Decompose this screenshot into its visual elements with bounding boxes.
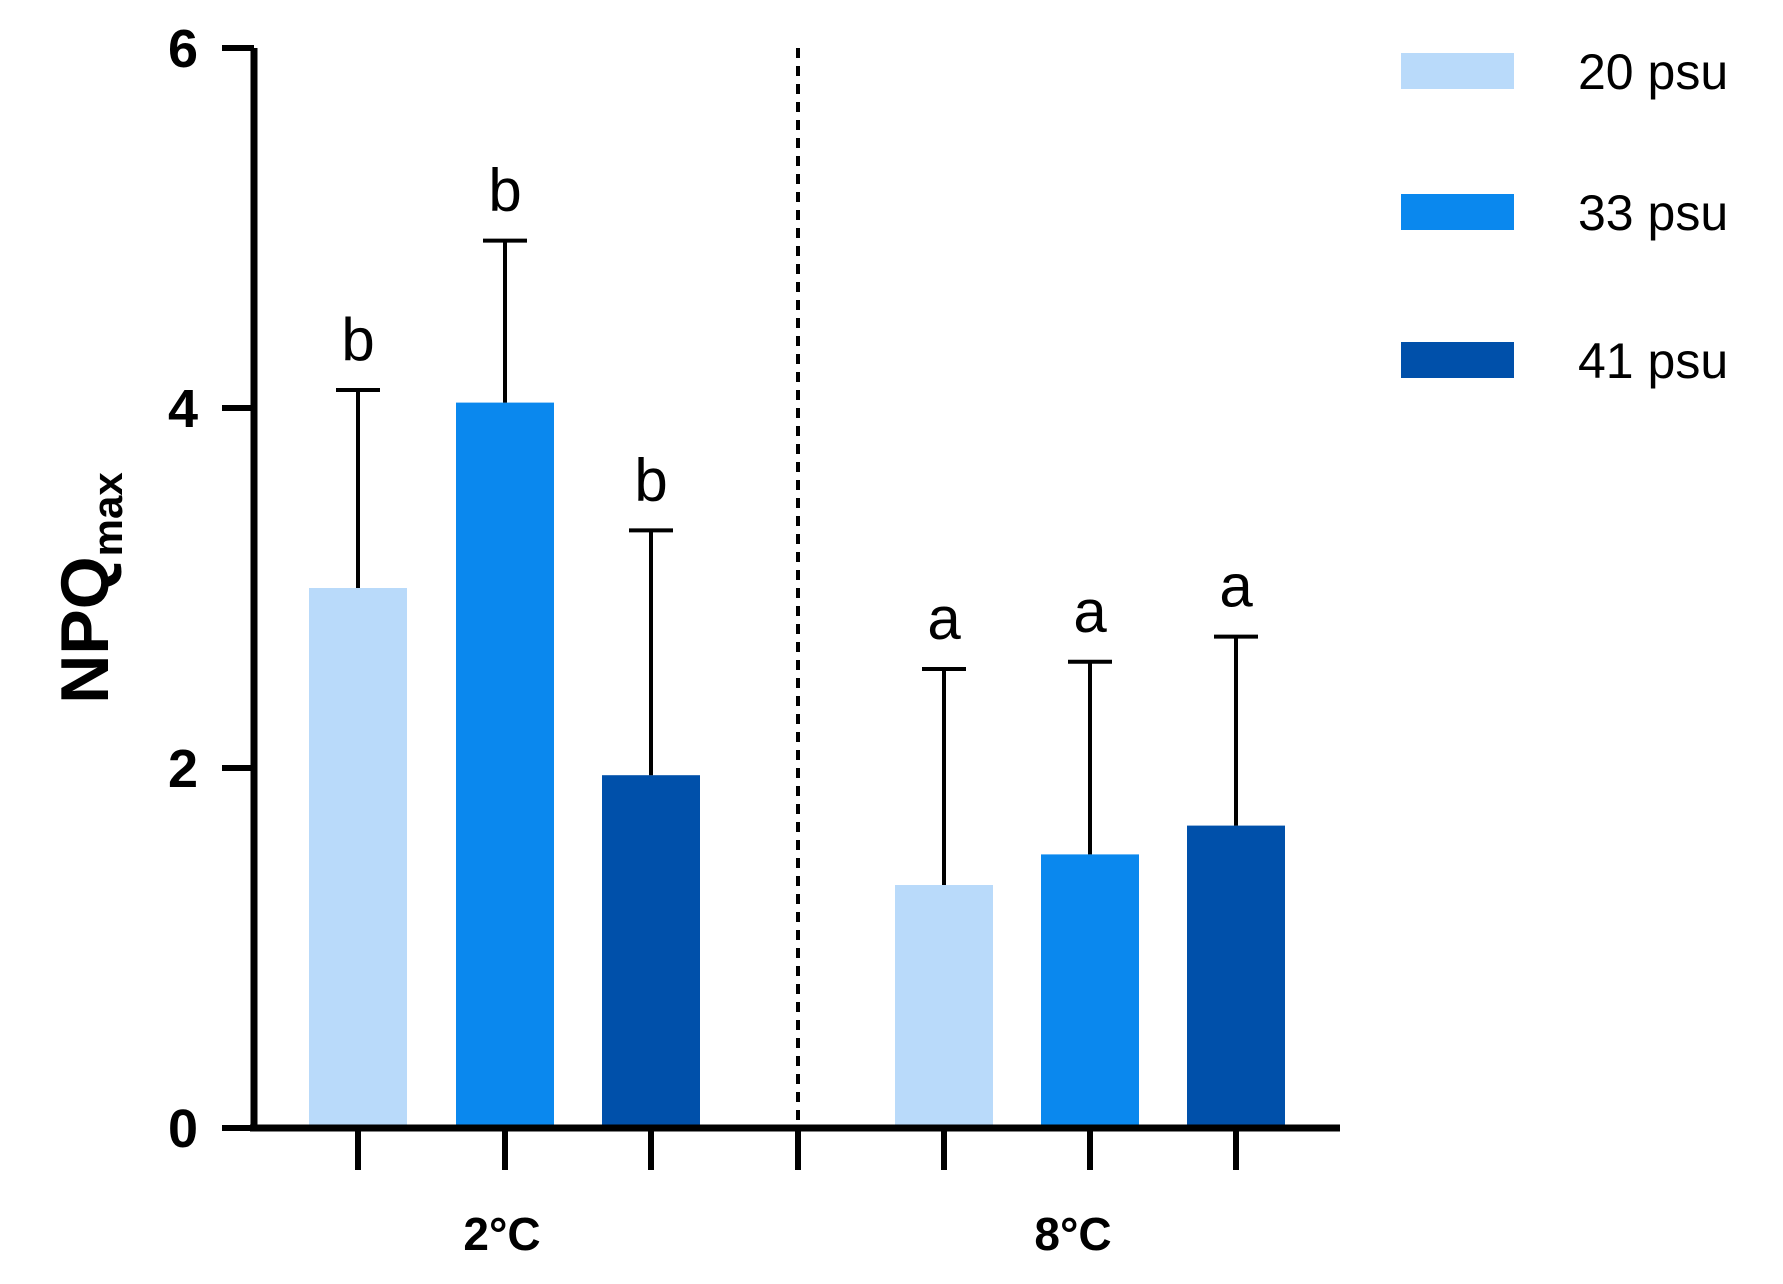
legend-swatch-3 — [1401, 342, 1514, 378]
y-tick-label-6: 6 — [168, 19, 198, 79]
bar-1-1 — [309, 588, 407, 1128]
bar-3-1 — [602, 775, 700, 1128]
significance-letter-1-2: a — [927, 585, 961, 652]
significance-letter-2-1: b — [488, 157, 521, 224]
bar-2-1 — [456, 402, 554, 1129]
legend-label-1: 20 psu — [1578, 44, 1728, 100]
error-bars-layer — [336, 238, 1258, 885]
legend-label-3: 41 psu — [1578, 333, 1728, 389]
bar-1-2 — [895, 885, 993, 1128]
y-axis-label: NPQmax — [47, 472, 131, 704]
y-axis-label-text: NPQmax — [47, 472, 131, 704]
x-group-label-2: 8°C — [1034, 1208, 1111, 1260]
bar-2-2 — [1041, 854, 1139, 1128]
significance-letter-2-2: a — [1073, 578, 1107, 645]
significance-letter-3-2: a — [1219, 553, 1253, 620]
y-ticks-layer: 0 2 4 6 — [168, 19, 254, 1159]
significance-letter-3-1: b — [634, 446, 667, 513]
legend-swatch-1 — [1401, 53, 1514, 89]
y-tick-label-4: 4 — [168, 379, 198, 439]
x-group-label-1: 2°C — [463, 1208, 540, 1260]
x-ticks-layer: 2°C 8°C — [355, 1128, 1239, 1260]
y-tick-label-2: 2 — [168, 739, 198, 799]
axes-layer — [250, 48, 1340, 1132]
significance-letters-layer: b a b a b a — [341, 157, 1253, 652]
y-tick-label-0: 0 — [168, 1099, 198, 1159]
bars-layer — [309, 402, 1285, 1129]
y-axis-label-main: NPQ — [47, 556, 123, 703]
legend-swatch-2 — [1401, 194, 1514, 230]
y-axis-label-subscript: max — [84, 472, 131, 557]
bar-3-2 — [1187, 825, 1285, 1128]
significance-letter-1-1: b — [341, 306, 374, 373]
legend: 20 psu 33 psu 41 psu — [1401, 44, 1728, 389]
legend-label-2: 33 psu — [1578, 185, 1728, 241]
